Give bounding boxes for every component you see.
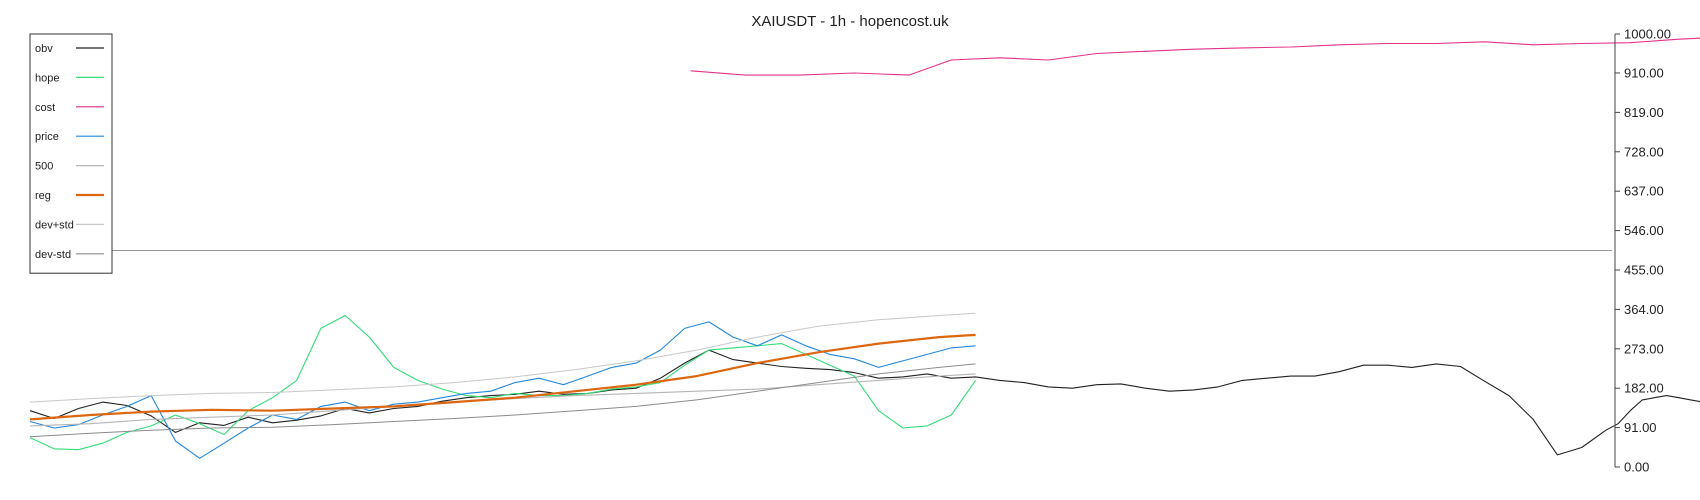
y-tick-label: 182.00	[1624, 381, 1664, 396]
y-tick-label: 455.00	[1624, 262, 1664, 277]
legend-box	[29, 33, 113, 274]
legend: obv hope cost price 500 reg dev+std dev-std	[29, 33, 113, 274]
plot-area	[29, 37, 1700, 459]
y-tick-label: 546.00	[1624, 223, 1664, 238]
y-tick-label: 728.00	[1624, 144, 1664, 159]
y-axis: 1000.00 910.00 819.00 728.00 637.00 546.00 455…	[1614, 27, 1671, 475]
legend-label-dev-std: dev+std	[35, 219, 74, 231]
y-tick-label: 273.00	[1624, 341, 1664, 356]
legend-label-price: price	[35, 131, 59, 143]
y-tick-label: 0.00	[1624, 460, 1649, 475]
y-tick-label: 910.00	[1624, 65, 1664, 80]
legend-label-obv: obv	[35, 43, 53, 55]
legend-label-hope: hope	[35, 72, 59, 84]
series-line-hope	[29, 314, 977, 451]
y-tick-label: 91.00	[1624, 420, 1657, 435]
y-tick-label: 637.00	[1624, 184, 1664, 199]
series-line-price	[29, 321, 976, 459]
series-line-reg	[29, 333, 976, 421]
series-line-dev-std	[29, 312, 976, 403]
legend-label-cost: cost	[35, 102, 55, 114]
series-line-cost	[690, 37, 1700, 76]
legend-label-500: 500	[35, 161, 53, 173]
legend-label-reg: reg	[35, 190, 51, 202]
chart-title: XAIUSDT - 1h - hopencost.uk	[751, 13, 949, 30]
y-tick-label: 364.00	[1624, 302, 1664, 317]
series-line-500	[29, 373, 976, 427]
y-tick-label: 1000.00	[1624, 27, 1671, 42]
legend-label-dev-std: dev-std	[35, 249, 71, 261]
y-tick-label: 819.00	[1624, 105, 1664, 120]
series-line-obv	[29, 349, 1700, 456]
series-line-dev-std	[29, 363, 976, 438]
